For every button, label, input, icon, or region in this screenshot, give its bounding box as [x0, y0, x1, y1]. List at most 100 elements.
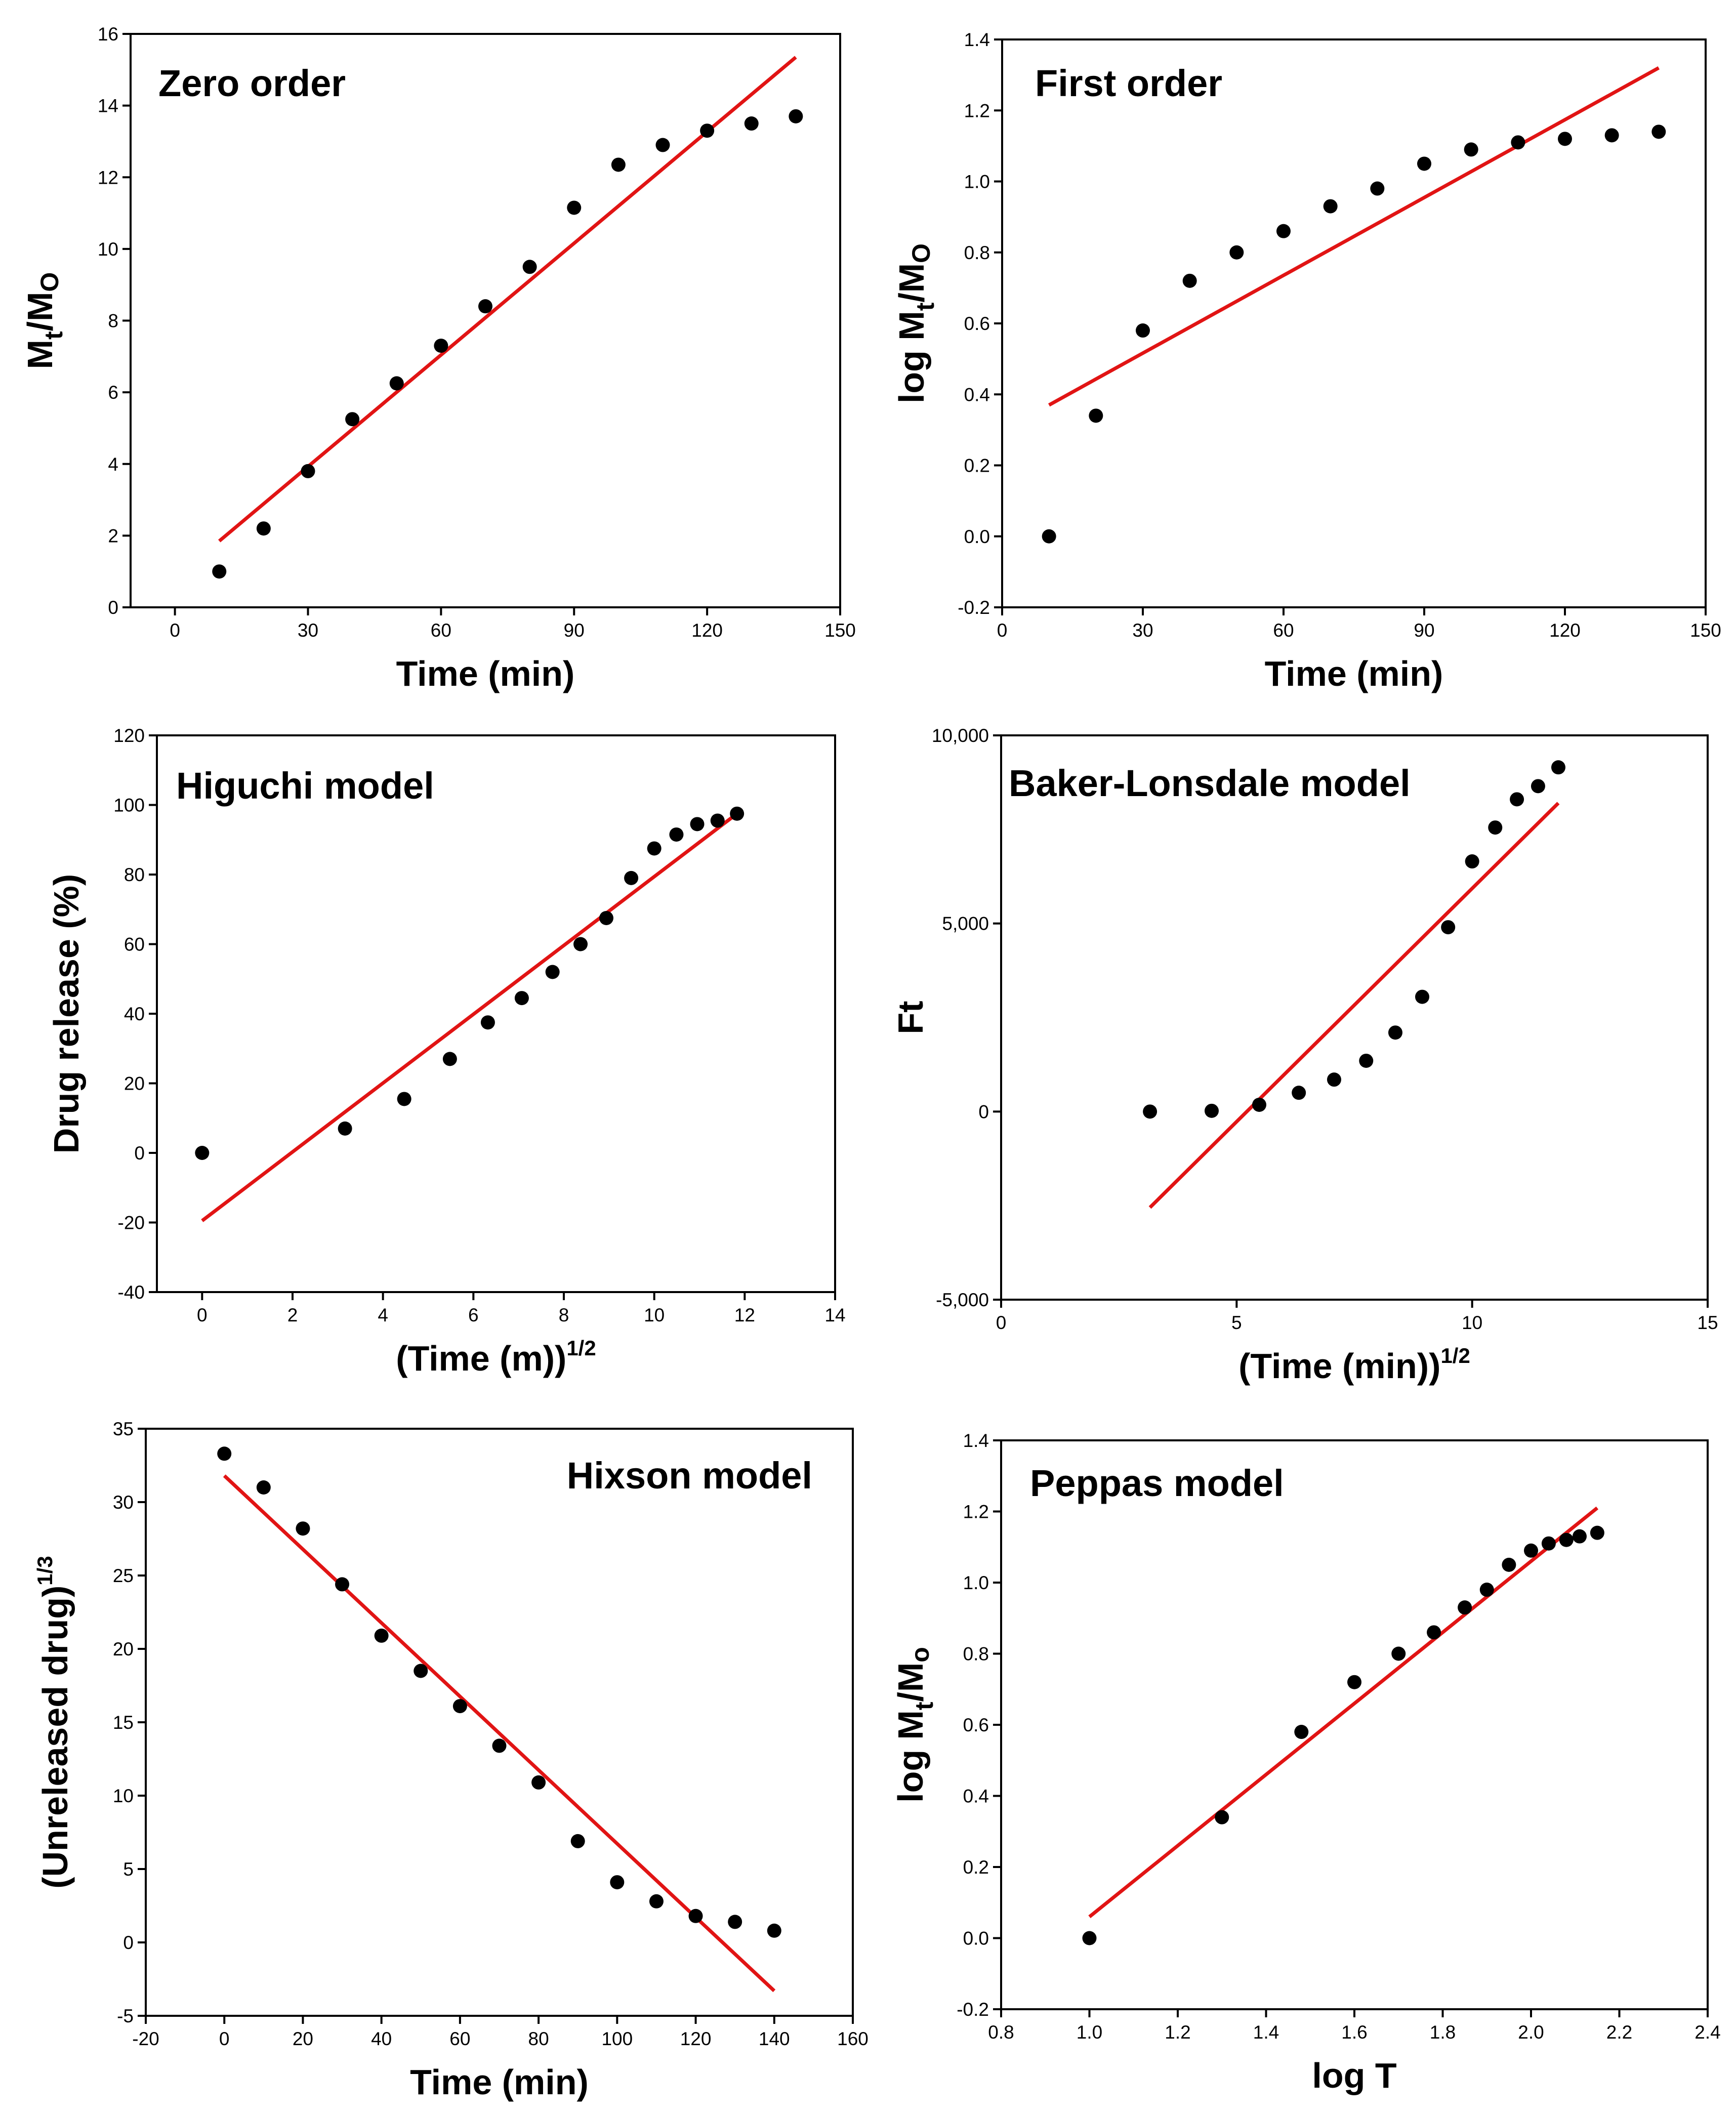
x-tick-label: 40 [371, 2028, 392, 2049]
y-tick-label: 2 [108, 525, 118, 546]
x-tick-label: 15 [1697, 1312, 1718, 1333]
data-point [1143, 1104, 1158, 1119]
data-point [567, 200, 582, 215]
data-point [1252, 1097, 1267, 1112]
data-point [301, 464, 315, 478]
data-point [1510, 792, 1524, 807]
data-point [1590, 1525, 1604, 1540]
x-axis-label: log T [1312, 2056, 1396, 2095]
data-point [338, 1121, 352, 1136]
data-point [531, 1775, 546, 1790]
plot-frame [1000, 1439, 1709, 2010]
data-point [1347, 1675, 1361, 1689]
data-point [611, 157, 626, 172]
y-tick-label: 60 [124, 934, 145, 955]
y-tick-label: 10,000 [932, 725, 989, 746]
y-tick-label: 15 [113, 1712, 134, 1733]
y-tick-label: 30 [113, 1492, 134, 1513]
x-tick-label: 60 [431, 620, 451, 641]
y-tick-label: 20 [113, 1639, 134, 1660]
x-tick-label: 120 [680, 2028, 712, 2049]
y-axis-label: Drug release (%) [47, 874, 86, 1153]
y-tick-label: 120 [113, 725, 145, 746]
fit-line [223, 1474, 776, 1993]
fit-line [201, 812, 738, 1222]
plot-frame [1000, 734, 1709, 1301]
data-point [730, 806, 745, 821]
panel-title: Zero order [158, 62, 346, 104]
data-point [1417, 156, 1431, 171]
y-tick-label: 0 [108, 597, 118, 618]
plot-frame [130, 33, 841, 608]
data-point [345, 412, 360, 427]
panel-title: Higuchi model [176, 765, 434, 807]
y-axis-label: Ft [891, 1001, 930, 1034]
y-axis-label: Mt/MO [20, 272, 68, 369]
data-point [1042, 529, 1056, 544]
x-tick-label: 1.6 [1341, 2022, 1367, 2043]
chart-panel-3: 0 2 4 6 8 10 12 14 -40 -20 0 20 40 60 80 100 120 (Time (m… [47, 725, 846, 1378]
x-tick-label: 150 [1690, 620, 1721, 641]
y-tick-label: 80 [124, 864, 145, 885]
x-tick-label: 12 [734, 1305, 755, 1325]
data-point [700, 123, 715, 138]
data-point [212, 564, 227, 579]
y-tick-label: 0 [123, 1932, 134, 1953]
data-point [1479, 1583, 1494, 1597]
data-point [1323, 199, 1338, 214]
data-point [1205, 1103, 1219, 1118]
data-point [1427, 1625, 1441, 1640]
y-axis-label: (Unreleased drug)1/3 [33, 1556, 75, 1888]
data-point [478, 299, 492, 314]
y-axis-label: log Mt/MO [892, 243, 939, 403]
data-point [1294, 1725, 1309, 1739]
data-point [256, 521, 271, 536]
x-tick-label: 20 [293, 2028, 313, 2049]
x-tick-label: 150 [824, 620, 856, 641]
x-tick-label: 1.4 [1253, 2022, 1279, 2043]
data-point [744, 116, 759, 131]
y-tick-label: 0.0 [964, 526, 990, 547]
y-tick-label: 16 [98, 24, 118, 45]
data-point [522, 260, 537, 274]
x-tick-label: 10 [1462, 1312, 1482, 1333]
data-point [1229, 245, 1244, 260]
data-point [1136, 323, 1150, 338]
x-tick-label: 2.2 [1606, 2022, 1632, 2043]
x-axis-label: Time (min) [410, 2062, 589, 2102]
y-tick-label: 0.4 [964, 384, 990, 405]
data-point [1502, 1557, 1516, 1572]
y-tick-label: 0.8 [964, 242, 990, 263]
y-tick-label: 8 [108, 311, 118, 331]
data-point [655, 138, 670, 152]
data-point [1572, 1529, 1587, 1544]
y-tick-label: 1.2 [963, 1502, 989, 1522]
chart-panel-1: 0 30 60 90 120 150 0 2 4 6 8 10 12 14 16 Time (min) Mt/M… [20, 24, 856, 693]
x-tick-label: 0.8 [988, 2022, 1014, 2043]
y-tick-label: 14 [98, 96, 118, 116]
x-tick-label: 6 [468, 1305, 479, 1325]
y-tick-label: 0 [134, 1143, 145, 1164]
data-point [1391, 1646, 1406, 1661]
data-point [389, 376, 404, 391]
data-point [1441, 920, 1456, 935]
data-point [217, 1446, 232, 1461]
data-point [452, 1699, 467, 1714]
x-tick-label: 1.8 [1430, 2022, 1456, 2043]
plot-frame [145, 1428, 854, 2017]
chart-panel-2: 0 30 60 90 120 150 -0.2 0.0 0.2 0.4 0.6 0.8 1.0 1.2 1.… [892, 29, 1721, 693]
x-tick-label: 160 [837, 2028, 869, 2049]
x-tick-label: 5 [1231, 1312, 1242, 1333]
data-point [1488, 820, 1503, 835]
y-tick-label: 1.4 [963, 1430, 989, 1451]
y-tick-label: -0.2 [958, 597, 990, 618]
y-tick-label: 6 [108, 382, 118, 403]
data-point [480, 1015, 495, 1030]
data-point [434, 339, 448, 353]
data-point [1558, 132, 1572, 146]
data-point [1327, 1072, 1341, 1087]
data-point [296, 1521, 310, 1536]
x-axis-label: (Time (min))1/2 [1238, 1344, 1470, 1386]
data-point [545, 965, 560, 979]
